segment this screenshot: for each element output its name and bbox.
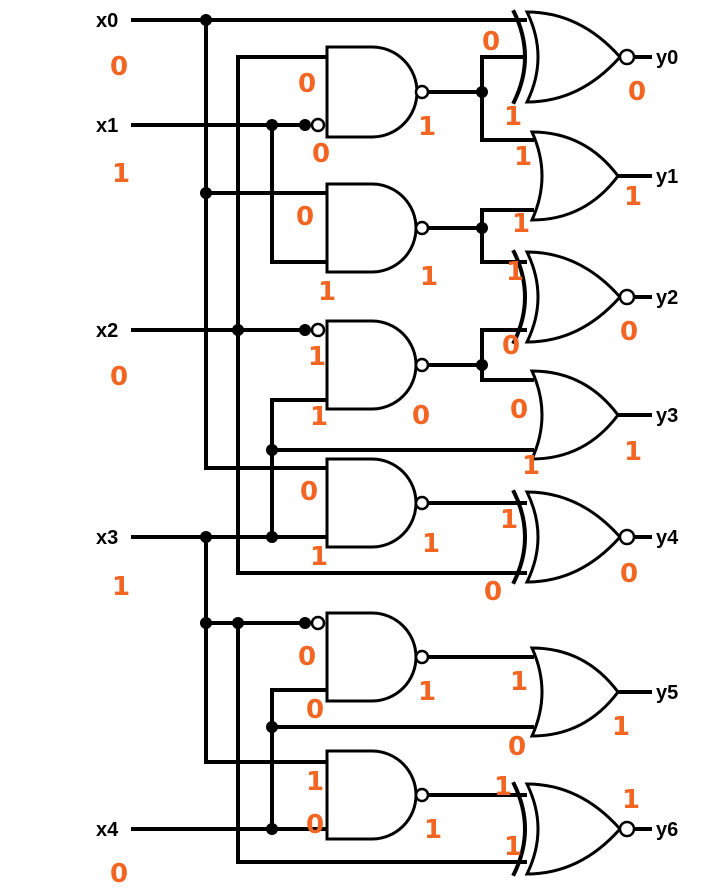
input-label-x2: x2 [96,320,118,342]
output-value-y6: 1 [622,785,640,815]
annotation-value: 0 [298,642,316,672]
junction-dots [200,14,488,835]
annotation-value: 1 [308,342,326,372]
output-value-y3: 1 [624,437,642,467]
nand-gate-3 [310,319,430,411]
annotation-value: 1 [504,102,522,132]
wire-nand1-xnor0 [480,55,527,94]
annotation-value: 0 [298,69,316,99]
nand-gate-2 [325,182,430,274]
inverter-bubble [310,615,326,631]
nand-gate-5 [310,611,430,703]
input-value-x1: 1 [112,159,130,189]
nand-gate-6 [325,749,430,841]
wire-nand3-xnor2 [480,328,527,367]
input-value-x2: 0 [110,362,128,392]
xnor-gate-y2 [511,249,636,345]
annotation-value: 1 [310,542,328,572]
xnor-gate-y0 [511,9,636,105]
output-label-y3: y3 [656,405,678,427]
output-value-y1: 1 [624,182,642,212]
annotation-value: 1 [420,262,438,292]
output-label-y2: y2 [656,287,678,309]
annotation-value: 0 [482,27,500,57]
annotation-value: 1 [514,142,532,172]
annotation-value: 1 [510,667,528,697]
annotation-value: 1 [500,505,518,535]
output-label-y0: y0 [656,47,678,69]
output-value-y2: 0 [620,317,638,347]
annotation-value: 0 [484,577,502,607]
wire-nand3-or3 [480,363,534,382]
output-value-y5: 1 [612,712,630,742]
input-label-x4: x4 [96,819,119,841]
wire-nand2-xnor2 [480,226,527,264]
input-value-x3: 1 [112,572,130,602]
annotation-value: 1 [310,402,328,432]
annotation-value: 1 [522,451,540,481]
wire-x0-vertical [204,18,329,470]
annotation-value: 1 [506,257,524,287]
input-value-x4: 0 [110,859,128,888]
annotation-value: 0 [300,477,318,507]
annotation-value: 1 [424,815,442,845]
annotation-value: 0 [306,695,324,725]
annotation-value: 0 [296,202,314,232]
nand-gate-4 [325,457,430,549]
annotation-value: 1 [512,209,530,239]
output-value-y0: 0 [628,77,646,107]
wires [131,18,652,864]
annotation-value: 1 [494,772,512,802]
annotation-value: 0 [306,810,324,840]
output-value-y4: 0 [620,559,638,589]
wire-nx0-vertical [236,55,527,575]
output-label-y1: y1 [656,166,678,188]
annotation-value: 0 [508,732,526,762]
inverter-bubble [310,117,326,133]
input-label-x1: x1 [96,115,118,137]
output-label-y4: y4 [656,527,679,549]
annotation-value: 0 [502,331,520,361]
output-label-y6: y6 [656,819,678,841]
wire-nand1-or1 [480,90,534,142]
or-gate-y3 [529,369,620,461]
xnor-gate-y4 [511,489,636,585]
annotation-value: 0 [510,395,528,425]
wire-x3-branch [236,621,527,864]
inverter-bubble [310,322,326,338]
annotation-value: 1 [504,832,522,862]
wire-annotations: 0 0 1 0 1 1 1 1 0 0 1 1 0 0 1 1 0 1 0 1 … [296,27,540,862]
xnor-gate-y6 [511,781,636,877]
wire-x3-vertical [204,535,329,764]
input-label-x3: x3 [96,527,118,549]
wire-x1-vertical [270,123,329,264]
input-value-x0: 0 [110,52,128,82]
output-label-y5: y5 [656,682,678,704]
annotation-value: 1 [318,277,336,307]
annotation-value: 1 [418,677,436,707]
nand-gate-1 [310,45,430,139]
or-gate-y5 [529,646,620,738]
input-label-x0: x0 [96,10,118,32]
annotation-value: 1 [418,112,436,142]
or-gate-y1 [529,130,620,222]
annotation-value: 0 [312,139,330,169]
annotation-value: 0 [412,401,430,431]
annotation-value: 1 [306,767,324,797]
annotation-value: 1 [422,529,440,559]
